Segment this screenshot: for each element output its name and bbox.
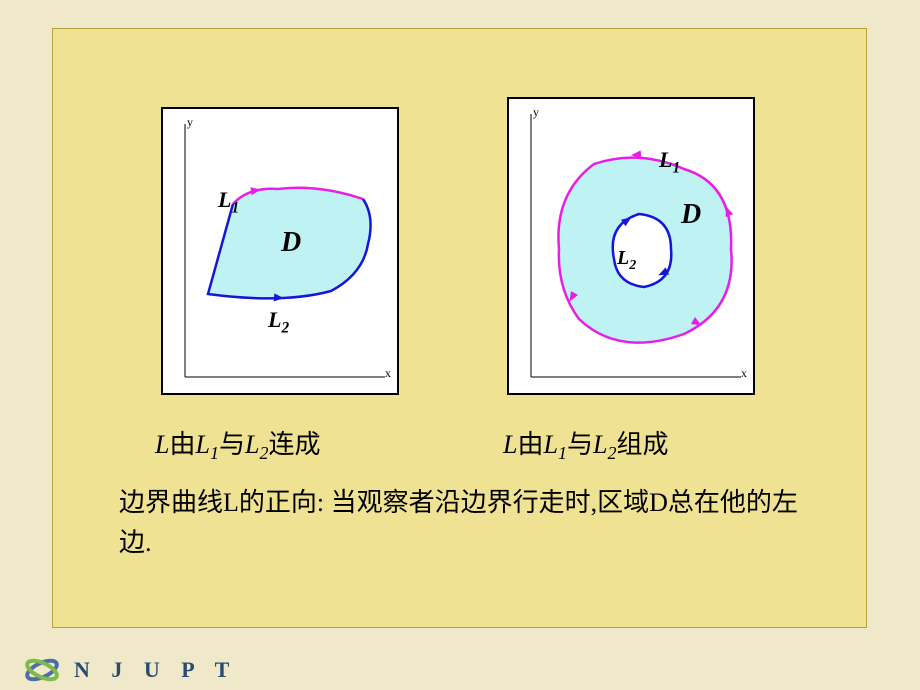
y-axis-label: y	[187, 115, 193, 130]
label-L1: L1	[218, 187, 239, 217]
caption-left: L由L1与L2连成	[155, 424, 320, 464]
body-text: 边界曲线L的正向: 当观察者沿边界行走时,区域D总在他的左边.	[119, 483, 819, 564]
footer-text: N J U P T	[74, 657, 237, 683]
y-axis-label: y	[533, 105, 539, 120]
njupt-logo-icon	[22, 656, 62, 684]
footer: N J U P T	[22, 656, 237, 684]
caption-right: L由L1与L2组成	[503, 424, 668, 464]
slide-stage: y x L1 L2 D y x L1 L2 D L由L1与L2连成 L由L1与L…	[52, 28, 867, 628]
diagram-left: y x L1 L2 D	[161, 107, 399, 395]
label-L2: L2	[268, 307, 289, 337]
label-D: D	[281, 227, 301, 259]
diagram-right: y x L1 L2 D	[507, 97, 755, 395]
x-axis-label: x	[741, 366, 747, 381]
label-D: D	[681, 199, 701, 231]
x-axis-label: x	[385, 366, 391, 381]
label-L2: L2	[617, 247, 636, 274]
label-L1: L1	[659, 147, 680, 177]
